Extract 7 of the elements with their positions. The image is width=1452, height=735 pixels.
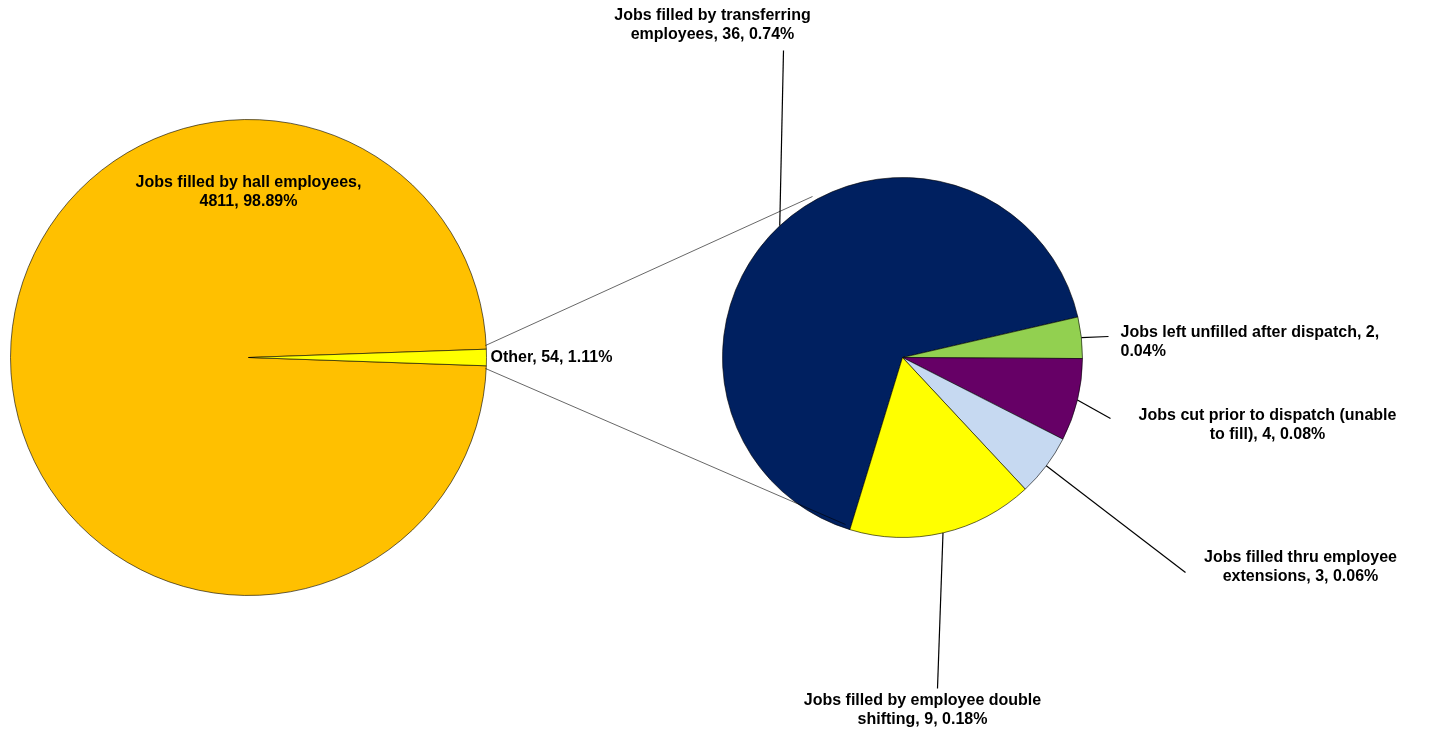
slice-label: Jobs filled by employee double shifting, 9, 0.18%: [803, 690, 1042, 728]
slice-label: Other, 54, 1.11%: [490, 347, 613, 365]
slice-label: Jobs filled by hall employees, 4811, 98.89%: [135, 172, 362, 210]
slice-label: Jobs filled by transferring employees, 36, 0.74%: [614, 5, 811, 43]
legend-label: Jobs cut prior to dispatch (unable to fill), 4, 0.08%: [1138, 405, 1397, 443]
slice-label: Jobs filled thru employee extensions, 3, 0.06%: [1204, 547, 1398, 585]
slice-label: Jobs left unfilled after dispatch, 2, 0.04%: [1120, 322, 1380, 360]
